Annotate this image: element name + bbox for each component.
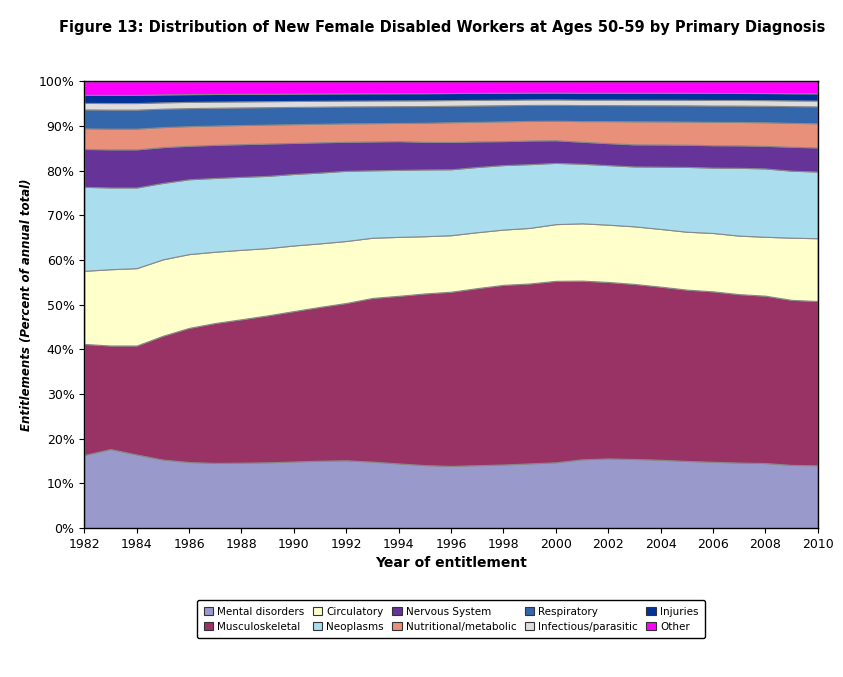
Y-axis label: Entitlements (Percent of annual total): Entitlements (Percent of annual total) — [20, 179, 33, 431]
X-axis label: Year of entitlement: Year of entitlement — [375, 556, 527, 570]
Text: Figure 13: Distribution of New Female Disabled Workers at Ages 50-59 by Primary : Figure 13: Distribution of New Female Di… — [59, 20, 825, 35]
Legend: Mental disorders, Musculoskeletal, Circulatory, Neoplasms, Nervous System, Nutri: Mental disorders, Musculoskeletal, Circu… — [197, 600, 705, 638]
